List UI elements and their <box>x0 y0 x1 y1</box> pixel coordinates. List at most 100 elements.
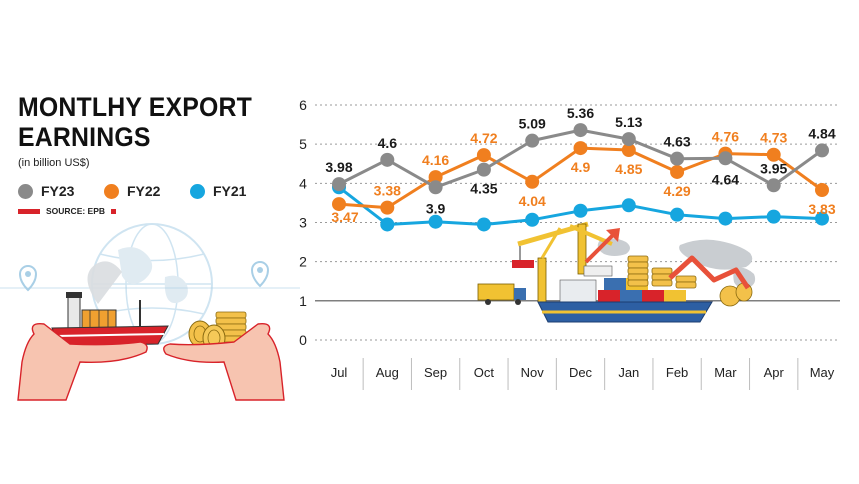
series-line-fy22 <box>338 146 823 210</box>
data-point-fy21 <box>670 207 685 222</box>
data-label-fy22: 4.9 <box>571 159 591 175</box>
data-point-fy22 <box>428 170 443 185</box>
x-axis: Jul Aug Sep Oct Nov Dec Jan Feb Mar Apr May <box>331 358 835 390</box>
y-tick-label: 1 <box>299 293 307 309</box>
data-label-fy23: 3.98 <box>325 159 352 175</box>
x-tick-label: Nov <box>521 365 545 380</box>
location-pin-icon-right <box>250 261 270 288</box>
y-tick-label: 3 <box>299 215 307 231</box>
data-label-fy23: 4.63 <box>663 134 690 150</box>
legend-label-fy21: FY21 <box>213 183 247 199</box>
data-point-fy23 <box>428 180 443 195</box>
x-tick-label: Aug <box>376 365 399 380</box>
data-point-fy21 <box>718 211 733 226</box>
data-point-fy23 <box>766 178 781 193</box>
data-label-fy22: 4.04 <box>519 193 546 209</box>
data-point-fy22 <box>621 143 636 158</box>
up-arrow-icon <box>584 228 620 264</box>
data-point-fy22 <box>670 164 685 179</box>
data-label-fy23: 5.36 <box>567 105 594 121</box>
data-point-fy23 <box>332 177 346 192</box>
globe-icon <box>91 223 213 345</box>
port-illustration <box>477 221 756 323</box>
data-label-fy22: 4.72 <box>470 130 497 146</box>
truck-icon <box>477 283 526 305</box>
data-label-fy22: 3.47 <box>331 209 358 225</box>
legend-item-fy22: FY22 <box>104 183 160 199</box>
data-label-fy23: 4.84 <box>808 125 835 141</box>
cargo-ship-icon <box>51 261 169 347</box>
data-point-fy21 <box>815 211 829 226</box>
legend-label-fy22: FY22 <box>127 183 161 199</box>
data-label-fy23: 4.64 <box>712 171 739 187</box>
data-point-fy23 <box>525 133 540 148</box>
chart-subtitle: (in billion US$) <box>18 157 90 169</box>
data-point-fy23 <box>815 143 829 158</box>
y-tick-label: 5 <box>299 136 307 152</box>
data-point-fy22 <box>815 182 829 197</box>
data-label-fy23: 4.35 <box>470 181 497 197</box>
data-point-fy23 <box>573 123 588 138</box>
location-pin-icon <box>18 265 38 292</box>
data-point-fy21 <box>428 214 443 229</box>
data-point-fy22 <box>332 197 346 212</box>
y-tick-label: 2 <box>299 254 307 270</box>
data-point-fy23 <box>621 132 636 147</box>
data-label-fy22: 3.83 <box>808 201 835 217</box>
data-labels: 3.98 4.6 3.9 4.35 5.09 5.36 5.13 4.63 4.64 3.95 4.… <box>325 105 835 225</box>
data-label-fy22: 4.29 <box>663 183 690 199</box>
legend-dot-fy23 <box>18 183 33 199</box>
data-point-fy21 <box>476 217 491 232</box>
data-point-fy22 <box>476 148 491 163</box>
data-label-fy22: 3.38 <box>374 183 401 199</box>
legend-label-fy23: FY23 <box>41 183 75 199</box>
data-label-fy23: 5.13 <box>615 114 642 130</box>
x-tick-label: Feb <box>666 365 688 380</box>
x-tick-label: Sep <box>424 365 447 380</box>
data-label-fy22: 4.73 <box>760 130 787 146</box>
data-point-fy23 <box>718 151 733 166</box>
coin-stack-icon-right <box>627 255 753 307</box>
export-illustration <box>0 223 300 401</box>
y-tick-label: 6 <box>299 97 307 113</box>
data-point-fy22 <box>766 147 781 162</box>
legend-item-fy23: FY23 <box>18 183 74 199</box>
x-tick-label: Apr <box>764 365 785 380</box>
x-tick-label: May <box>810 365 835 380</box>
y-tick-label: 0 <box>299 332 307 348</box>
data-point-fy21 <box>380 217 395 232</box>
data-point-fy23 <box>670 151 685 166</box>
y-axis: 0 1 2 3 4 5 6 <box>299 97 307 348</box>
data-label-fy22: 4.16 <box>422 152 449 168</box>
x-tick-label: Jul <box>331 365 348 380</box>
data-point-fy21 <box>766 209 781 224</box>
legend-item-fy21: FY21 <box>190 183 246 199</box>
down-arrow-icon <box>668 255 751 290</box>
data-label-fy22: 4.76 <box>712 129 739 145</box>
x-tick-label: Oct <box>474 365 495 380</box>
data-point-fy22 <box>525 174 540 189</box>
y-tick-label: 4 <box>299 175 307 191</box>
data-point-fy23 <box>476 162 491 177</box>
x-tick-label: Mar <box>714 365 737 380</box>
data-point-fy21 <box>573 203 588 218</box>
data-point-fy21 <box>525 212 540 227</box>
data-label-fy23: 3.95 <box>760 160 787 176</box>
source-text: SOURCE: EPB <box>46 206 106 216</box>
data-label-fy22: 4.85 <box>615 161 642 177</box>
source-note: SOURCE: EPB <box>18 206 117 216</box>
data-label-fy23: 4.6 <box>378 135 398 151</box>
source-bar <box>18 208 40 214</box>
data-point-fy22 <box>573 141 588 156</box>
x-tick-label: Dec <box>569 365 593 380</box>
data-label-fy23: 3.9 <box>426 200 446 216</box>
source-square <box>111 208 117 214</box>
data-point-fy21 <box>621 198 636 213</box>
series-points <box>332 123 829 232</box>
data-point-fy23 <box>380 152 395 167</box>
data-point-fy22 <box>380 200 395 215</box>
data-label-fy23: 5.09 <box>519 116 546 132</box>
open-hands-icon <box>17 323 285 401</box>
x-tick-label: Jan <box>618 365 639 380</box>
